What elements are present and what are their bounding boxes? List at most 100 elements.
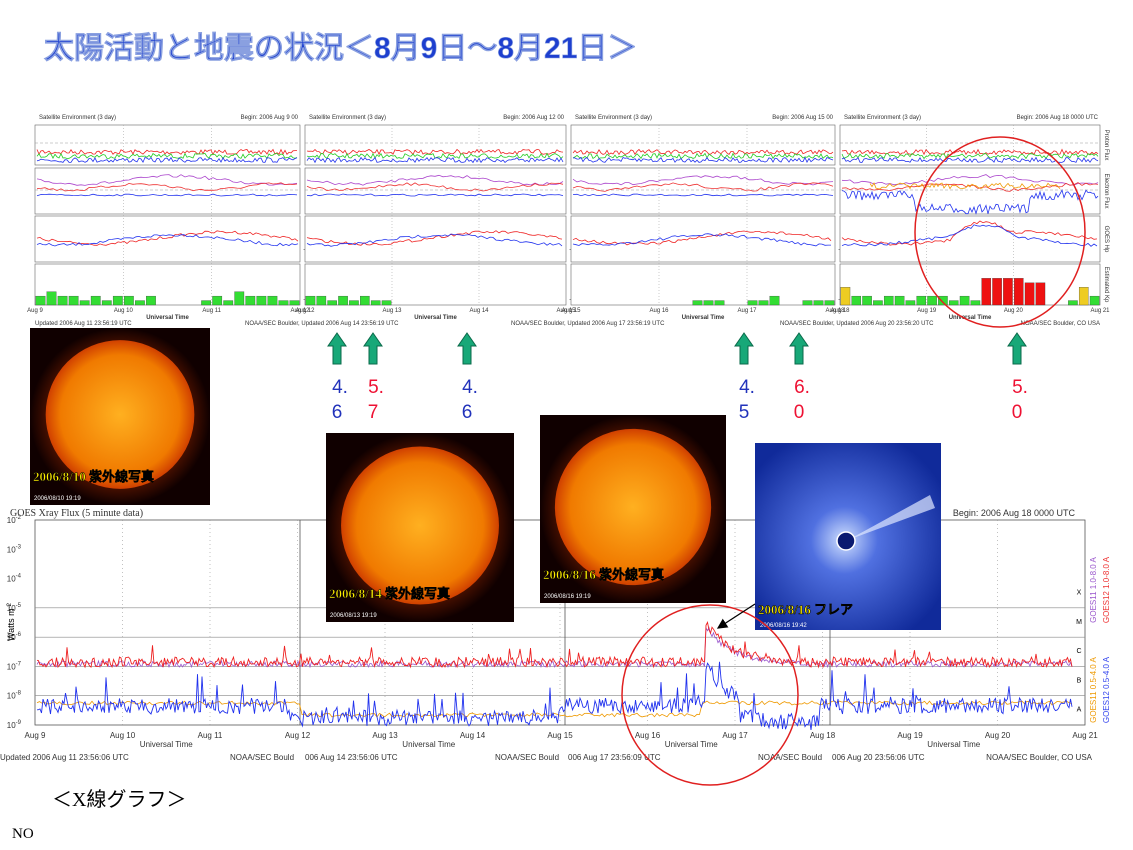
hp-curve: [36, 234, 299, 247]
panel-begin: Begin: 2006 Aug 9 00: [241, 115, 299, 121]
kp-bar: [981, 278, 992, 306]
xray-begin: Begin: 2006 Aug 18 0000 UTC: [953, 508, 1076, 518]
electron-curve: [36, 193, 298, 197]
plot-frame: [839, 215, 1101, 263]
kp-bar: [894, 295, 905, 306]
kp-bar: [959, 295, 970, 306]
kp-bar: [234, 291, 245, 306]
kp-bar: [327, 300, 337, 306]
up-arrow: [457, 332, 477, 365]
kp-bar: [992, 278, 1002, 306]
tick-base: 10: [7, 575, 16, 584]
electron-curve: [306, 174, 564, 186]
tick-base: 10: [7, 692, 16, 701]
proton-curve: [36, 156, 298, 163]
tick-exp: -9: [16, 720, 22, 726]
kp-bar: [862, 295, 872, 306]
photo-timestamp: 2006/08/10 19:19: [34, 496, 81, 502]
photo-timestamp: 2006/08/13 19:19: [330, 613, 377, 619]
tick-exp: -4: [16, 574, 22, 580]
electron-curve: [572, 193, 834, 197]
kp-bar: [35, 295, 46, 306]
y-tick-label: 10-2: [7, 515, 22, 525]
kp-bar: [212, 295, 223, 306]
plot-frame: [34, 215, 301, 263]
satellite-panel: Satellite Environment (3 day) Begin: 2006…: [245, 115, 576, 327]
kp-bar: [883, 295, 894, 306]
plot-frame: [304, 263, 567, 306]
xray-footer: Updated 2006 Aug 11 23:56:06 UTC: [0, 753, 129, 762]
electron-curve: [36, 174, 298, 186]
axis-label: Universal Time: [146, 315, 189, 321]
day-label: Aug 11: [198, 731, 223, 740]
plot-frame: [839, 263, 1101, 306]
flare-class: A: [1077, 707, 1082, 714]
magnitude: 5.: [1012, 377, 1028, 398]
axis-label: Universal Time: [927, 740, 980, 749]
kp-bar: [289, 300, 300, 306]
electron-curve: [572, 175, 834, 186]
axis-label: Universal Time: [682, 315, 725, 321]
y-label-exp: -2: [7, 602, 13, 608]
day-label: Aug 20: [985, 731, 1011, 740]
panel-begin: Begin: 2006 Aug 15 00: [772, 115, 833, 121]
tick-base: 10: [7, 721, 16, 730]
xray-curve: [36, 700, 1073, 718]
satellite-panel: Satellite Environment (3 day) Begin: 2006…: [27, 115, 310, 327]
plot-frame: [839, 167, 1101, 215]
magnitude: 6.: [794, 377, 810, 398]
panel-footer: Updated 2006 Aug 11 23:56:19 UTC: [35, 321, 132, 327]
sun-disk: [45, 340, 195, 489]
kp-bar: [90, 295, 101, 306]
plot-frame: [570, 167, 836, 215]
day-label: Aug 15: [556, 308, 576, 314]
xray-curve: [36, 621, 1073, 669]
electron-curve: [306, 182, 564, 192]
kp-bar: [1013, 278, 1024, 306]
day-label: Aug 21: [1090, 308, 1110, 314]
highlight-circle: [914, 136, 1086, 328]
xray-footer: 006 Aug 14 23:56:06 UTC: [305, 753, 398, 762]
kp-bar: [747, 300, 758, 306]
panel-header: Satellite Environment (3 day): [39, 115, 116, 121]
earthquake: 4.6: [457, 332, 478, 423]
kp-bar: [769, 295, 780, 306]
sun-photo: 2006/8/16 紫外線写真 2006/08/16 19:19: [540, 415, 726, 603]
y-tick-label: 10-3: [7, 544, 22, 554]
kp-bar: [1024, 282, 1035, 306]
up-arrow: [789, 332, 809, 365]
photo-caption: 2006/8/10 紫外線写真: [33, 469, 154, 484]
earthquake: 5.7: [363, 332, 384, 423]
flare-class: C: [1076, 648, 1081, 655]
kp-bar: [135, 300, 145, 306]
day-label: Aug 11: [202, 308, 221, 314]
tick-exp: -2: [16, 515, 22, 521]
plot-frame: [304, 167, 567, 215]
earthquake: 4.5: [734, 332, 755, 423]
day-label: Aug 12: [290, 308, 310, 314]
kp-bar: [79, 300, 90, 306]
tick-exp: -3: [16, 544, 22, 550]
flare-class: B: [1077, 677, 1082, 684]
panel-footer: NOAA/SEC Boulder, Updated 2006 Aug 17 23…: [511, 321, 665, 327]
day-label: Aug 17: [722, 731, 748, 740]
flare-photo: 2006/8/16 フレア 2006/08/16 19:42: [755, 443, 941, 630]
proton-curve: [306, 148, 564, 156]
row-label: Proton Flux: [1103, 130, 1109, 161]
day-label: Aug 18: [825, 308, 845, 314]
kp-bar: [349, 300, 359, 306]
xray-footer: NOAA/SEC Bould: [758, 753, 822, 762]
title: 太陽活動と地震の状況＜8月9日～8月21日＞: [44, 32, 637, 65]
proton-curve: [306, 156, 564, 164]
tick-exp: -8: [16, 691, 22, 697]
tick-base: 10: [7, 516, 16, 525]
day-label: Aug 20: [1004, 308, 1024, 314]
earthquake: 5.0: [1007, 332, 1028, 423]
up-arrow: [734, 332, 754, 365]
flare-class: M: [1076, 619, 1082, 626]
day-label: Aug 10: [110, 731, 136, 740]
panel-header: Satellite Environment (3 day): [575, 115, 652, 121]
pointer-arrow: [716, 603, 756, 629]
y-tick-label: 10-8: [7, 691, 22, 701]
electron-curve: [306, 193, 564, 197]
